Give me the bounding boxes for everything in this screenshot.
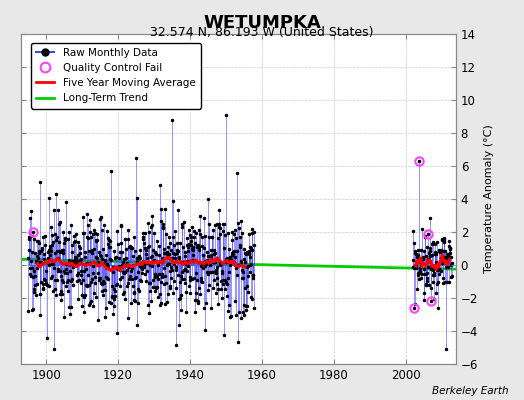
- Text: 32.574 N, 86.193 W (United States): 32.574 N, 86.193 W (United States): [150, 26, 374, 39]
- Legend: Raw Monthly Data, Quality Control Fail, Five Year Moving Average, Long-Term Tren: Raw Monthly Data, Quality Control Fail, …: [30, 42, 201, 108]
- Y-axis label: Temperature Anomaly (°C): Temperature Anomaly (°C): [484, 125, 494, 273]
- Text: WETUMPKA: WETUMPKA: [203, 14, 321, 32]
- Text: Berkeley Earth: Berkeley Earth: [432, 386, 508, 396]
